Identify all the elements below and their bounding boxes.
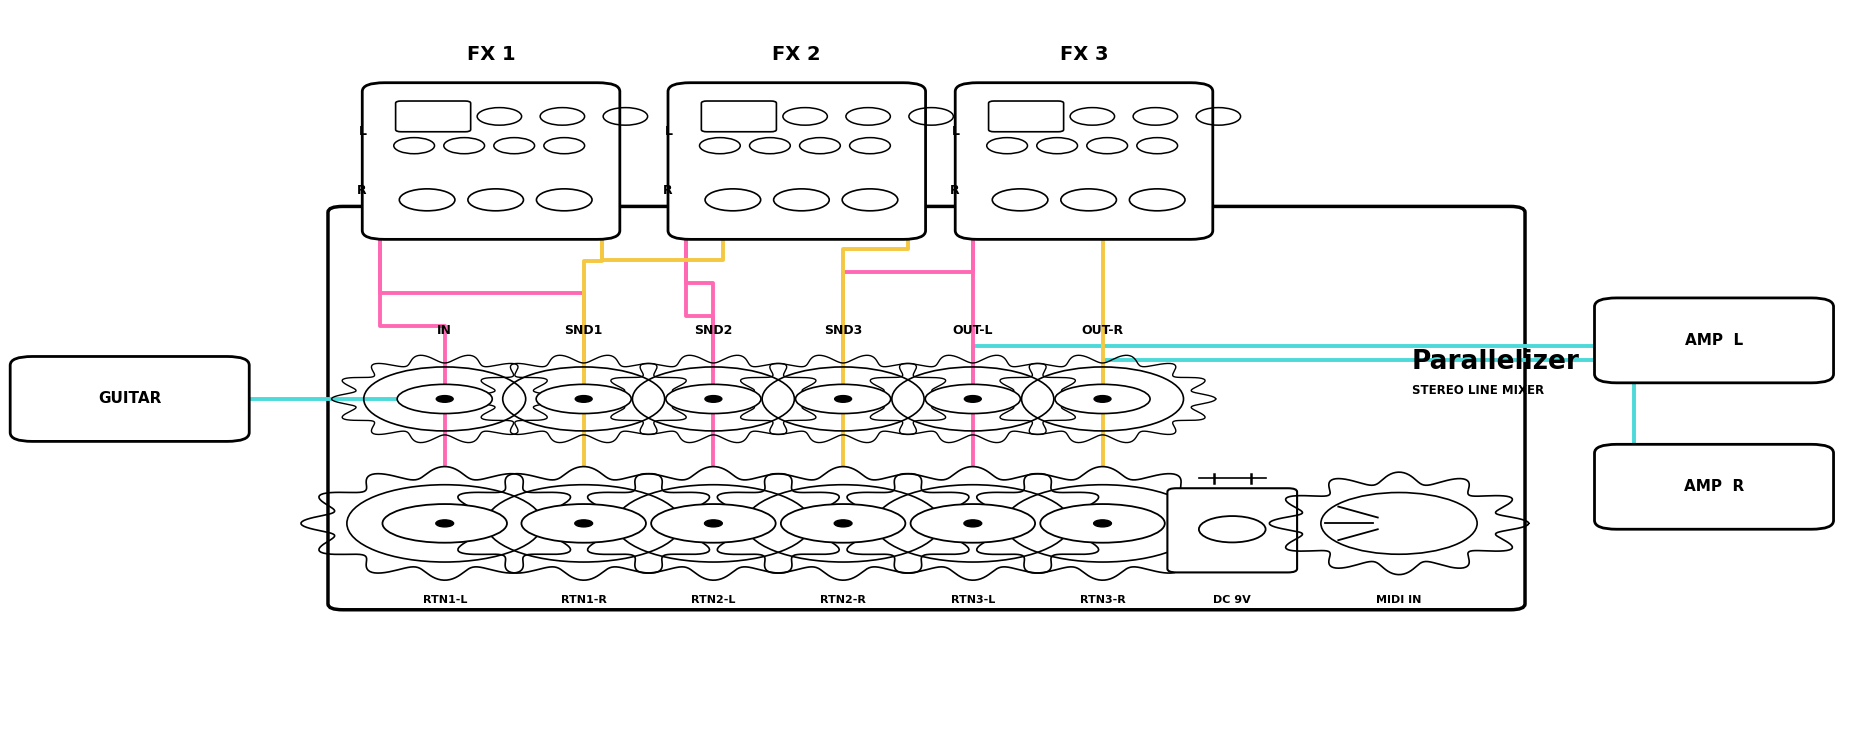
FancyBboxPatch shape bbox=[328, 206, 1525, 610]
Circle shape bbox=[435, 395, 454, 403]
Text: STEREO LINE MIXER: STEREO LINE MIXER bbox=[1412, 384, 1544, 397]
Circle shape bbox=[1321, 493, 1477, 554]
Circle shape bbox=[574, 395, 593, 403]
Text: AMP  R: AMP R bbox=[1684, 479, 1744, 494]
Text: FX 1: FX 1 bbox=[467, 45, 515, 64]
Text: FX 2: FX 2 bbox=[773, 45, 821, 64]
Text: R: R bbox=[951, 184, 960, 197]
Ellipse shape bbox=[1040, 504, 1166, 542]
FancyBboxPatch shape bbox=[1167, 488, 1297, 572]
Circle shape bbox=[834, 520, 852, 527]
Circle shape bbox=[574, 520, 593, 527]
Text: RTN2-R: RTN2-R bbox=[821, 595, 865, 605]
Text: RTN1-L: RTN1-L bbox=[422, 595, 467, 605]
Text: Parallelizer: Parallelizer bbox=[1412, 349, 1581, 376]
Text: FX 3: FX 3 bbox=[1060, 45, 1108, 64]
Text: GUITAR: GUITAR bbox=[98, 392, 161, 406]
Text: OUT-R: OUT-R bbox=[1082, 324, 1123, 337]
Text: OUT-L: OUT-L bbox=[952, 324, 993, 337]
Text: RTN3-R: RTN3-R bbox=[1080, 595, 1125, 605]
FancyBboxPatch shape bbox=[700, 101, 776, 132]
Text: IN: IN bbox=[437, 324, 452, 337]
FancyBboxPatch shape bbox=[1595, 298, 1834, 383]
Text: L: L bbox=[952, 125, 960, 138]
FancyBboxPatch shape bbox=[11, 356, 248, 441]
Ellipse shape bbox=[521, 504, 647, 542]
FancyBboxPatch shape bbox=[397, 101, 471, 132]
Text: AMP  L: AMP L bbox=[1684, 333, 1744, 348]
Text: RTN3-L: RTN3-L bbox=[951, 595, 995, 605]
Circle shape bbox=[964, 395, 982, 403]
Ellipse shape bbox=[665, 384, 762, 414]
FancyBboxPatch shape bbox=[990, 101, 1064, 132]
Circle shape bbox=[704, 520, 723, 527]
Text: SND3: SND3 bbox=[825, 324, 862, 337]
Text: SND1: SND1 bbox=[565, 324, 602, 337]
Ellipse shape bbox=[382, 504, 508, 542]
Text: DC 9V: DC 9V bbox=[1214, 595, 1251, 605]
Ellipse shape bbox=[536, 384, 632, 414]
Text: MIDI IN: MIDI IN bbox=[1377, 595, 1421, 605]
FancyBboxPatch shape bbox=[956, 83, 1212, 239]
Ellipse shape bbox=[780, 504, 906, 542]
FancyBboxPatch shape bbox=[1595, 444, 1834, 529]
Circle shape bbox=[704, 395, 723, 403]
Circle shape bbox=[964, 520, 982, 527]
Text: R: R bbox=[663, 184, 673, 197]
FancyBboxPatch shape bbox=[363, 83, 619, 239]
Ellipse shape bbox=[397, 384, 493, 414]
Ellipse shape bbox=[925, 384, 1021, 414]
Ellipse shape bbox=[910, 504, 1036, 542]
Circle shape bbox=[834, 395, 852, 403]
Text: SND2: SND2 bbox=[695, 324, 732, 337]
Circle shape bbox=[1093, 395, 1112, 403]
Circle shape bbox=[435, 520, 454, 527]
Text: L: L bbox=[359, 125, 367, 138]
Text: L: L bbox=[665, 125, 673, 138]
Ellipse shape bbox=[1054, 384, 1151, 414]
Text: RTN2-L: RTN2-L bbox=[691, 595, 736, 605]
Ellipse shape bbox=[795, 384, 891, 414]
Text: R: R bbox=[358, 184, 367, 197]
Ellipse shape bbox=[650, 504, 776, 542]
FancyBboxPatch shape bbox=[667, 83, 926, 239]
Circle shape bbox=[1093, 520, 1112, 527]
Text: RTN1-R: RTN1-R bbox=[561, 595, 606, 605]
